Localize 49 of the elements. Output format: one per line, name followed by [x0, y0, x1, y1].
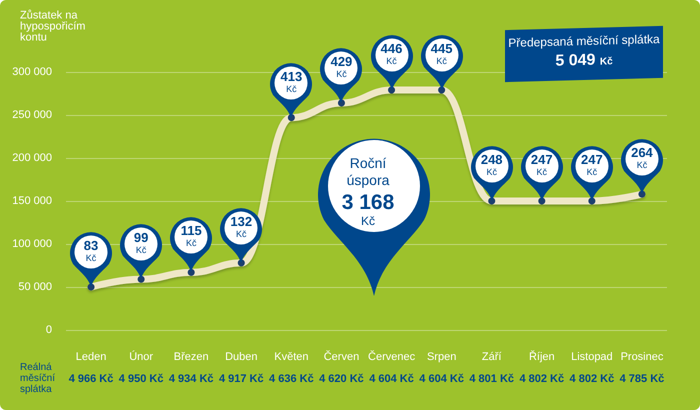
x-tick-label: Únor: [129, 350, 154, 363]
x-tick-label: Září: [482, 351, 502, 363]
y-tick-label: 150 000: [12, 195, 52, 207]
y-axis-title: Zůstatek na hypospořicím kontu: [20, 10, 88, 44]
annotation: 446 Kč: [380, 41, 404, 66]
x-tick-label: Srpen: [426, 351, 456, 363]
annotation: 247 Kč: [580, 152, 604, 177]
y-tick-label: 300 000: [12, 66, 52, 78]
annotation: 99 Kč: [132, 230, 150, 256]
x-tick-label: Prosinec: [620, 351, 664, 363]
y-tick-label: 0: [46, 324, 52, 336]
text: Předepsaná měsíční splátka: [507, 32, 661, 50]
x-tick-label: Červen: [324, 350, 360, 363]
text: 4 604 Kč: [419, 373, 464, 385]
text: 4 801 Kč: [469, 373, 514, 385]
text: 4 934 Kč: [168, 373, 214, 385]
text: 4 950 Kč: [118, 373, 164, 385]
y-tick-label: 50 000: [18, 281, 52, 293]
text: 4 620 Kč: [319, 373, 364, 385]
annotation: 247 Kč: [530, 152, 554, 177]
y-tick-label: 100 000: [12, 238, 52, 250]
annotation: 264 Kč: [630, 145, 654, 170]
annotation: 248 Kč: [480, 152, 504, 177]
x-tick-label: Červenec: [368, 350, 416, 363]
annotation: 83 Kč: [82, 238, 100, 263]
text: 4 604 Kč: [369, 373, 414, 385]
x-tick-label: Listopad: [571, 351, 613, 363]
text: 4 785 Kč: [620, 373, 664, 385]
annotation: 132 Kč: [229, 214, 254, 239]
y-tick-label: 200 000: [12, 152, 52, 164]
x-tick-label: Duben: [225, 351, 258, 363]
text: 5 049 Kč: [554, 50, 614, 72]
annotation: 445 Kč: [430, 41, 454, 66]
text: 4 802 Kč: [519, 373, 564, 385]
text: 4 966 Kč: [68, 373, 114, 385]
text: 4 636 Kč: [269, 373, 314, 385]
annotation: 413 Kč: [280, 68, 304, 94]
x-tick-label: Březen: [174, 351, 209, 363]
annotation: 3 168 Kč: [340, 191, 396, 228]
x-tick-label: Květen: [274, 351, 308, 363]
x-tick-label: Leden: [76, 351, 106, 363]
annotation: 115 Kč: [180, 223, 203, 248]
x-tick-label: Říjen: [528, 350, 555, 363]
annotation: Roční úspora: [346, 155, 390, 189]
text: 4 917 Kč: [218, 373, 264, 385]
text: Reálná měsíční splátka: [20, 362, 56, 395]
y-tick-label: 250 000: [12, 109, 52, 121]
annotation: 429 Kč: [330, 54, 354, 79]
text: 4 802 Kč: [570, 373, 614, 385]
